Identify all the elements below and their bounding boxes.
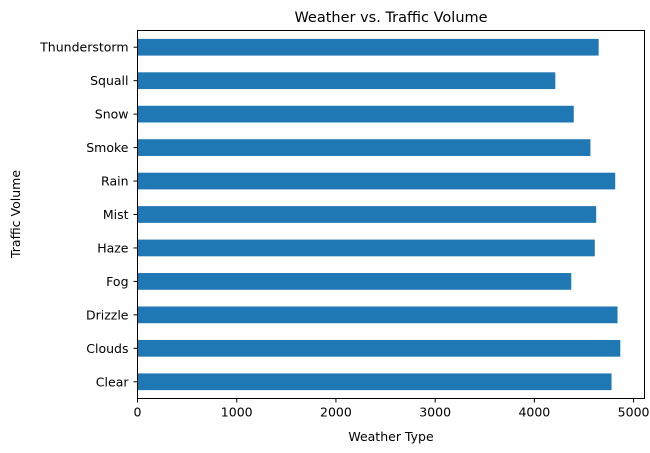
bar-drizzle xyxy=(137,306,618,324)
bars-group xyxy=(137,38,621,391)
y-axis-label: Traffic Volume xyxy=(8,170,23,259)
x-tick-label: 4000 xyxy=(518,405,550,420)
x-tick-label: 1000 xyxy=(221,405,253,420)
chart-title: Weather vs. Traffic Volume xyxy=(294,10,487,26)
x-tick-label: 5000 xyxy=(618,405,650,420)
bar-haze xyxy=(137,239,595,257)
x-tick-label: 0 xyxy=(134,405,142,420)
y-tick-label: Clear xyxy=(96,374,130,389)
bar-thunderstorm xyxy=(137,38,599,56)
bar-snow xyxy=(137,105,574,123)
y-tick-label: Rain xyxy=(101,174,128,189)
y-tick-label: Smoke xyxy=(86,140,129,155)
y-tick-label: Mist xyxy=(103,207,129,222)
bar-fog xyxy=(137,273,572,290)
y-tick-label: Thunderstorm xyxy=(39,40,128,55)
x-tick-label: 2000 xyxy=(320,405,352,420)
x-axis-ticks: 0 1000 2000 3000 4000 5000 xyxy=(134,398,650,420)
bar-squall xyxy=(137,72,556,90)
x-axis-label: Weather Type xyxy=(348,429,434,444)
bar-mist xyxy=(137,206,597,223)
y-tick-label: Haze xyxy=(97,240,129,255)
y-tick-label: Fog xyxy=(106,274,128,289)
y-tick-label: Drizzle xyxy=(86,307,129,322)
x-tick-label: 3000 xyxy=(419,405,451,420)
bar-rain xyxy=(137,172,616,190)
bar-clear xyxy=(137,373,612,391)
plot-frame xyxy=(137,30,645,399)
bar-clouds xyxy=(137,339,621,357)
bar-smoke xyxy=(137,139,591,156)
y-tick-label: Clouds xyxy=(86,341,128,356)
y-tick-label: Snow xyxy=(95,107,129,122)
y-axis-ticks: Clear Clouds Drizzle Fog Haze Mist Rain Smoke Sn… xyxy=(39,40,138,389)
y-tick-label: Squall xyxy=(90,73,128,88)
